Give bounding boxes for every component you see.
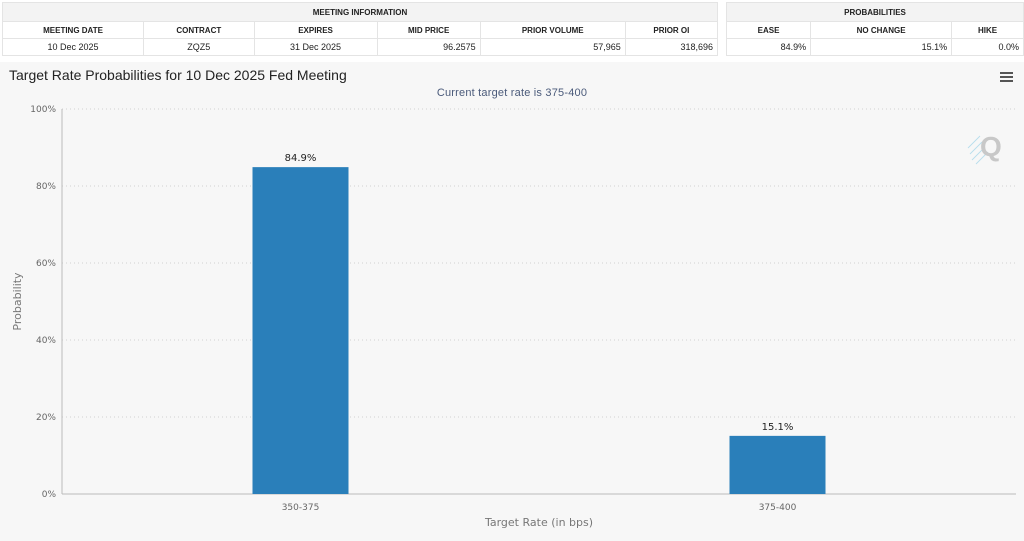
cell-mid-price: 96.2575 — [376, 38, 481, 56]
chart-subtitle: Current target rate is 375-400 — [436, 87, 588, 99]
y-axis-title: Probability — [11, 272, 24, 331]
bar — [252, 167, 349, 494]
y-tick-label: 0% — [42, 490, 57, 500]
y-tick-label: 40% — [36, 336, 56, 346]
cell-prior-oi: 318,696 — [624, 38, 719, 56]
header-contract: CONTRACT — [143, 21, 255, 39]
x-tick-label: 350-375 — [282, 503, 320, 513]
meeting-information-table: MEETING INFORMATION MEETING DATE CONTRAC… — [1, 2, 719, 56]
svg-text:Q: Q — [980, 131, 1002, 162]
probabilities-header: PROBABILITIES — [726, 2, 1024, 22]
cell-ease: 84.9% — [725, 38, 812, 56]
cell-prior-volume: 57,965 — [479, 38, 626, 56]
table-row: 84.9% 15.1% 0.0% — [725, 38, 1024, 56]
cell-hike: 0.0% — [951, 38, 1024, 56]
chart-panel: 0% 20% 40% 60% 80% 100% 84.9% 350-375 15.1% 375-4… — [0, 62, 1024, 541]
meeting-information-header: MEETING INFORMATION — [2, 2, 718, 22]
header-prior-oi: PRIOR OI — [624, 21, 719, 39]
data-label: 15.1% — [762, 422, 794, 433]
bar-chart: 0% 20% 40% 60% 80% 100% 84.9% 350-375 15.1% 375-4… — [11, 105, 1016, 529]
cell-meeting-date: 10 Dec 2025 — [1, 38, 145, 56]
hamburger-menu-icon[interactable] — [1000, 72, 1013, 83]
cell-contract: ZQZ5 — [143, 38, 255, 56]
table-row: 10 Dec 2025 ZQZ5 31 Dec 2025 96.2575 57,… — [1, 38, 719, 56]
info-tables: MEETING INFORMATION MEETING DATE CONTRAC… — [0, 0, 1024, 62]
header-expires: EXPIRES — [253, 21, 378, 39]
chart-title: Target Rate Probabilities for 10 Dec 202… — [9, 67, 347, 83]
y-tick-label: 20% — [36, 413, 56, 423]
quikstrike-q-logo-icon: Q — [967, 131, 1002, 165]
y-tick-label: 80% — [36, 182, 56, 192]
probabilities-table: PROBABILITIES EASE NO CHANGE HIKE 84.9% … — [725, 2, 1024, 56]
data-label: 84.9% — [285, 153, 317, 164]
y-tick-label: 60% — [36, 259, 56, 269]
x-tick-label: 375-400 — [759, 503, 797, 513]
header-ease: EASE — [725, 21, 812, 39]
y-tick-label: 100% — [30, 105, 56, 115]
header-hike: HIKE — [951, 21, 1024, 39]
cell-expires: 31 Dec 2025 — [253, 38, 378, 56]
cell-no-change: 15.1% — [810, 38, 953, 56]
header-mid-price: MID PRICE — [376, 21, 481, 39]
header-prior-volume: PRIOR VOLUME — [479, 21, 626, 39]
header-no-change: NO CHANGE — [810, 21, 953, 39]
x-axis-title: Target Rate (in bps) — [484, 516, 593, 529]
header-meeting-date: MEETING DATE — [1, 21, 145, 39]
bar — [729, 435, 826, 494]
